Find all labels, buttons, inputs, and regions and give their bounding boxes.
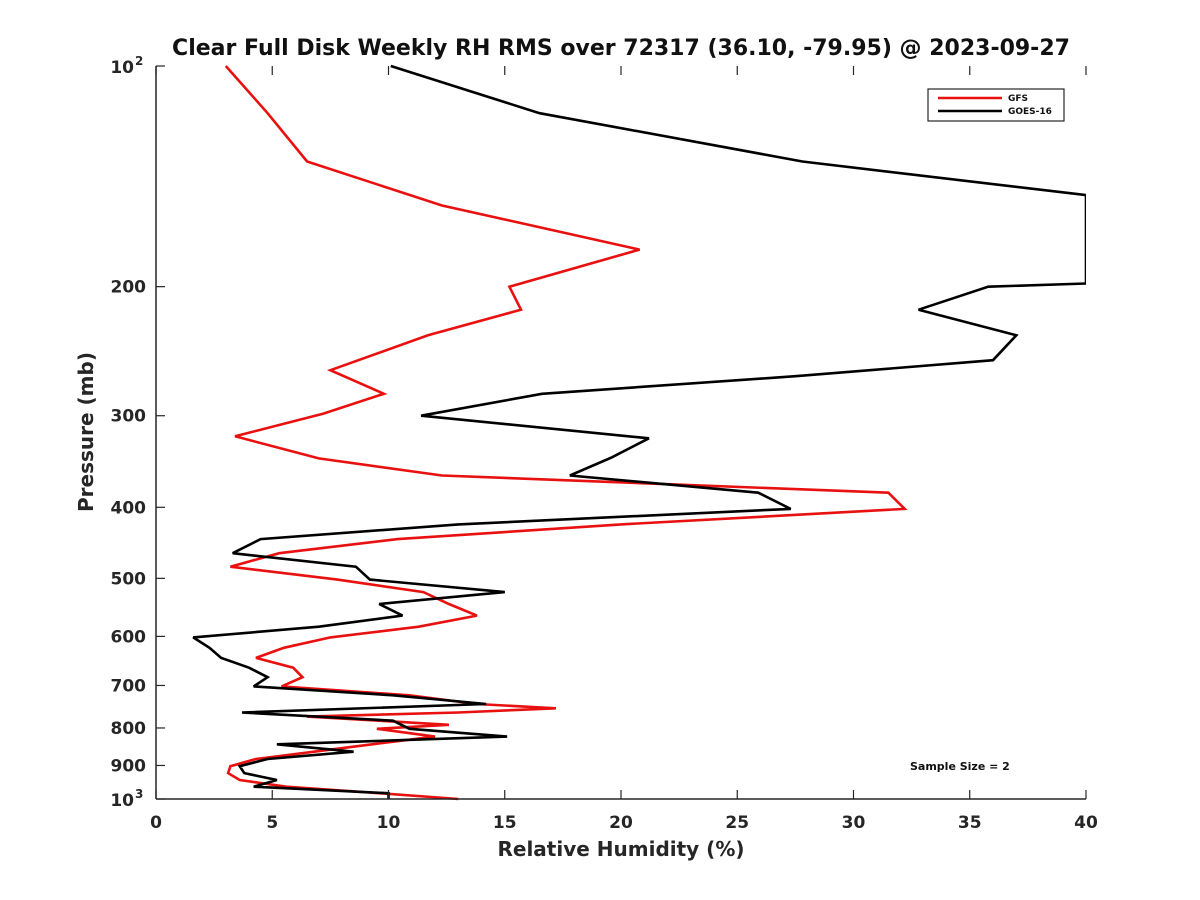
series-line-goes16 xyxy=(192,64,1086,799)
y-tick-label: 700 xyxy=(111,676,147,696)
x-tick-label: 0 xyxy=(150,813,162,833)
y-tick-label: 500 xyxy=(111,569,147,589)
sample-size-annotation: Sample Size = 2 xyxy=(910,760,1010,773)
series-line-gfs xyxy=(224,65,908,801)
y-tick-label: 400 xyxy=(111,498,147,518)
x-tick-label: 15 xyxy=(493,813,517,833)
y-tick-label-base: 10 xyxy=(110,58,134,78)
x-tick-label: 35 xyxy=(958,813,982,833)
legend-label-goes16: GOES-16 xyxy=(1008,107,1052,117)
x-tick-label: 40 xyxy=(1074,813,1098,833)
chart-title: Clear Full Disk Weekly RH RMS over 72317… xyxy=(172,36,1070,61)
y-tick-label-exponent: 2 xyxy=(135,54,143,68)
x-tick-label: 30 xyxy=(842,813,866,833)
plot-area: 0 5 10 15 20 25 30 35 40 10 220030040050060070080… xyxy=(110,54,1098,833)
y-tick-label: 200 xyxy=(111,278,147,298)
y-tick-label-exponent: 3 xyxy=(135,787,143,801)
y-tick-label-base: 10 xyxy=(110,791,134,811)
x-tick-label: 5 xyxy=(266,813,278,833)
x-tick-label: 10 xyxy=(377,813,401,833)
legend-box xyxy=(927,88,1065,122)
series-layer xyxy=(192,64,1086,801)
y-tick-label: 900 xyxy=(111,756,147,776)
legend-label-gfs: GFS xyxy=(1008,94,1028,104)
x-tick-label: 20 xyxy=(609,813,633,833)
x-axis-label: Relative Humidity (%) xyxy=(497,837,744,861)
y-tick-label: 800 xyxy=(111,719,147,739)
x-tick-label: 25 xyxy=(725,813,749,833)
legend: GFS GOES-16 xyxy=(927,88,1065,122)
y-tick-label: 600 xyxy=(111,627,147,647)
y-axis-label: Pressure (mb) xyxy=(74,352,98,512)
x-ticks: 0 5 10 15 20 25 30 35 40 xyxy=(150,66,1098,833)
y-tick-label: 300 xyxy=(111,407,147,427)
